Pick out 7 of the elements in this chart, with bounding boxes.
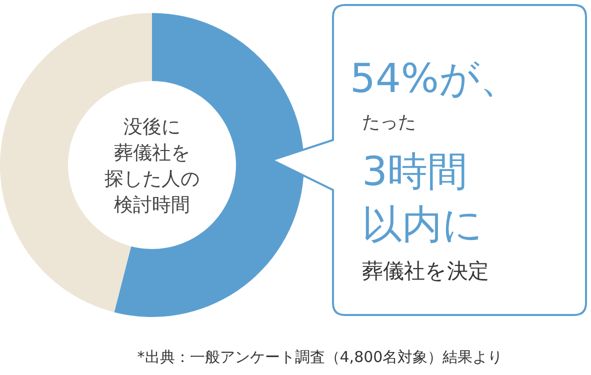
text: *出典：一般アンケート調査（4,800名対象）結果より	[137, 348, 503, 366]
text: たった	[362, 112, 416, 133]
text: 没後に葬儀社を探した人の検討時間	[104, 116, 200, 216]
text: 3時間	[362, 149, 468, 195]
text: 54%が、	[350, 56, 520, 102]
text: 葬儀社を決定	[362, 259, 489, 283]
text: 以内に	[362, 202, 483, 248]
